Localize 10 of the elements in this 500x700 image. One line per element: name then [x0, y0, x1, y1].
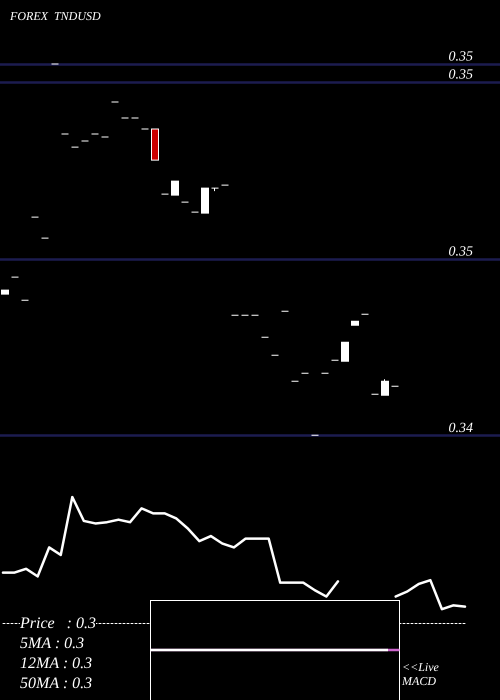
- annotation: Price : 0.3: [20, 614, 96, 634]
- text: 5MA : 0.3: [20, 634, 84, 654]
- text: 12MA : 0.3: [20, 654, 92, 674]
- y-tick-label: 0.35: [448, 68, 473, 83]
- text: 50MA : 0.3: [20, 674, 92, 694]
- y-tick-label: 0.35: [448, 50, 473, 64]
- text: <<Live MACD: [402, 660, 440, 688]
- y-tick-label: 0.35: [448, 244, 473, 260]
- y-tick-label: 0.34: [448, 420, 473, 436]
- chart-title: FOREX TNDUSD: [9, 9, 101, 23]
